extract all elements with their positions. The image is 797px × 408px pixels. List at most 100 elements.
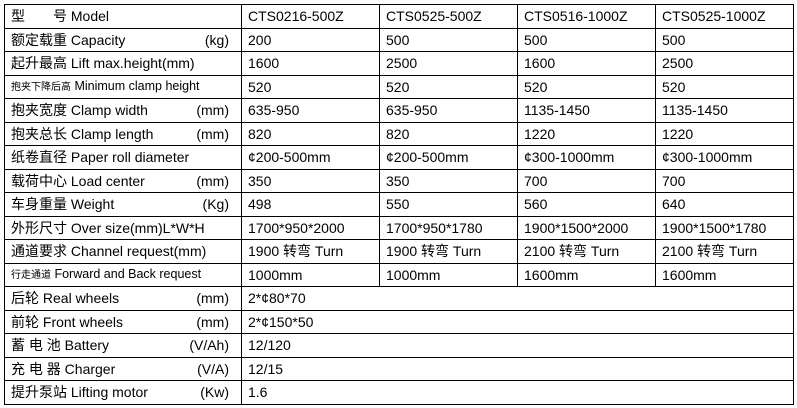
row-label: 型 号 Model [4,4,242,29]
label-cn: 蓄 电 池 [11,337,61,354]
shared-value-cell: 2*¢150*50 [241,309,794,334]
table-row: 抱夹下降后高 Minimum clamp height 520 520 520 520 [4,74,794,99]
value-cell: 520 [379,74,518,99]
table-row: 行走通道 Forward and Back request 1000mm 1000m… [4,262,794,287]
table-row: 抱夹总长 Clamp length (mm) 820 820 1220 1220 [4,121,794,146]
label-en: Clamp length [67,125,154,142]
row-label: 通道要求 Channel request(mm) [4,239,242,264]
label-en: Over size(mm)L*W*H [67,219,205,236]
label-cn: 起升最高 [11,55,67,72]
label-unit: (mm) [196,102,229,119]
label-en: Battery [60,337,110,354]
label-en: Channel request(mm) [67,243,207,260]
value-cell: 635-950 [379,98,518,123]
value-cell: 820 [379,121,518,146]
value-cell: 520 [517,74,656,99]
table-row: 通道要求 Channel request(mm) 1900 转弯 Turn 1900… [4,239,794,264]
model-cell: CTS0516-1000Z [517,4,656,29]
label-en: Clamp width [67,102,148,119]
value-cell: 1700*950*2000 [241,215,380,240]
value-cell: 700 [517,168,656,193]
label-cn: 充 电 器 [11,360,61,377]
label-cn: 后轮 [11,290,39,307]
value-cell: 560 [517,192,656,217]
label-unit: (Kg) [202,196,229,213]
label-cn: 抱夹总长 [11,125,67,142]
label-en: Charger [60,360,116,377]
label-en: Lift max.height(mm) [67,55,195,72]
label-cn: 纸卷直径 [11,149,67,166]
shared-value-cell: 12/15 [241,356,794,381]
label-cn: 通道要求 [11,243,67,260]
shared-value-cell: 12/120 [241,333,794,358]
table-row: 车身重量 Weight (Kg) 498 550 560 640 [4,192,794,217]
value-cell: 1900*1500*2000 [517,215,656,240]
value-cell: 350 [241,168,380,193]
label-en: Forward and Back request [51,266,202,281]
label-cn: 前轮 [11,313,39,330]
label-cn: 提升泵站 [11,384,67,401]
value-cell: 1600mm [655,262,794,287]
shared-value-cell: 1.6 [241,380,794,405]
table-row: 载荷中心 Load center (mm) 350 350 700 700 [4,168,794,193]
label-en: Lifting motor [67,384,148,401]
table-row: 充 电 器 Charger (V/A) 12/15 [4,356,794,381]
value-cell: 820 [241,121,380,146]
label-cn: 抱夹下降后高 [11,81,71,93]
value-cell: 700 [655,168,794,193]
value-cell: 2500 [655,51,794,76]
label-en: Weight [67,196,115,213]
value-cell: 1600 [517,51,656,76]
label-en: Real wheels [39,290,120,307]
table-row: 起升最高 Lift max.height(mm) 1600 2500 1600 2500 [4,51,794,76]
label-unit: (mm) [196,125,229,142]
value-cell: 2100 转弯 Turn [655,239,794,264]
value-cell: ¢200-500mm [241,145,380,170]
row-label: 载荷中心 Load center (mm) [4,168,242,193]
value-cell: ¢200-500mm [379,145,518,170]
spec-table: 型 号 Model CTS0216-500Z CTS0525-500Z CTS0… [4,4,794,405]
label-cn: 车身重量 [11,196,67,213]
label-unit: (Kw) [200,384,229,401]
value-cell: 1220 [655,121,794,146]
row-label: 提升泵站 Lifting motor (Kw) [4,380,242,405]
value-cell: 1900 转弯 Turn [379,239,518,264]
label-en: Paper roll diameter [67,149,190,166]
label-cn: 抱夹宽度 [11,102,67,119]
value-cell: 500 [655,27,794,52]
label-unit: (mm) [196,313,229,330]
value-cell: 1135-1450 [655,98,794,123]
row-label: 后轮 Real wheels (mm) [4,286,242,311]
value-cell: 1900*1500*1780 [655,215,794,240]
label-cn: 外形尺寸 [11,219,67,236]
table-row: 额定载重 Capacity (kg) 200 500 500 500 [4,27,794,52]
row-label: 前轮 Front wheels (mm) [4,309,242,334]
label-en: Minimum clamp height [71,78,200,93]
table-row: 抱夹宽度 Clamp width (mm) 635-950 635-950 1135-1… [4,98,794,123]
value-cell: 500 [517,27,656,52]
row-label: 抱夹下降后高 Minimum clamp height [4,74,242,99]
value-cell: 350 [379,168,518,193]
value-cell: 550 [379,192,518,217]
row-label: 蓄 电 池 Battery (V/Ah) [4,333,242,358]
label-en: Load center [67,172,145,189]
value-cell: 635-950 [241,98,380,123]
value-cell: 1000mm [241,262,380,287]
row-label: 车身重量 Weight (Kg) [4,192,242,217]
model-cell: CTS0525-500Z [379,4,518,29]
label-unit: (kg) [204,31,229,48]
value-cell: 498 [241,192,380,217]
table-row: 前轮 Front wheels (mm) 2*¢150*50 [4,309,794,334]
label-en: Front wheels [39,313,124,330]
label-en: Capacity [67,31,126,48]
row-label: 行走通道 Forward and Back request [4,262,242,287]
label-unit: (V/A) [197,360,229,377]
value-cell: 520 [241,74,380,99]
value-cell: ¢300-1000mm [655,145,794,170]
model-cell: CTS0216-500Z [241,4,380,29]
value-cell: ¢300-1000mm [517,145,656,170]
table-row: 外形尺寸 Over size(mm)L*W*H 1700*950*2000 1700… [4,215,794,240]
value-cell: 1220 [517,121,656,146]
value-cell: 520 [655,74,794,99]
table-row: 提升泵站 Lifting motor (Kw) 1.6 [4,380,794,405]
